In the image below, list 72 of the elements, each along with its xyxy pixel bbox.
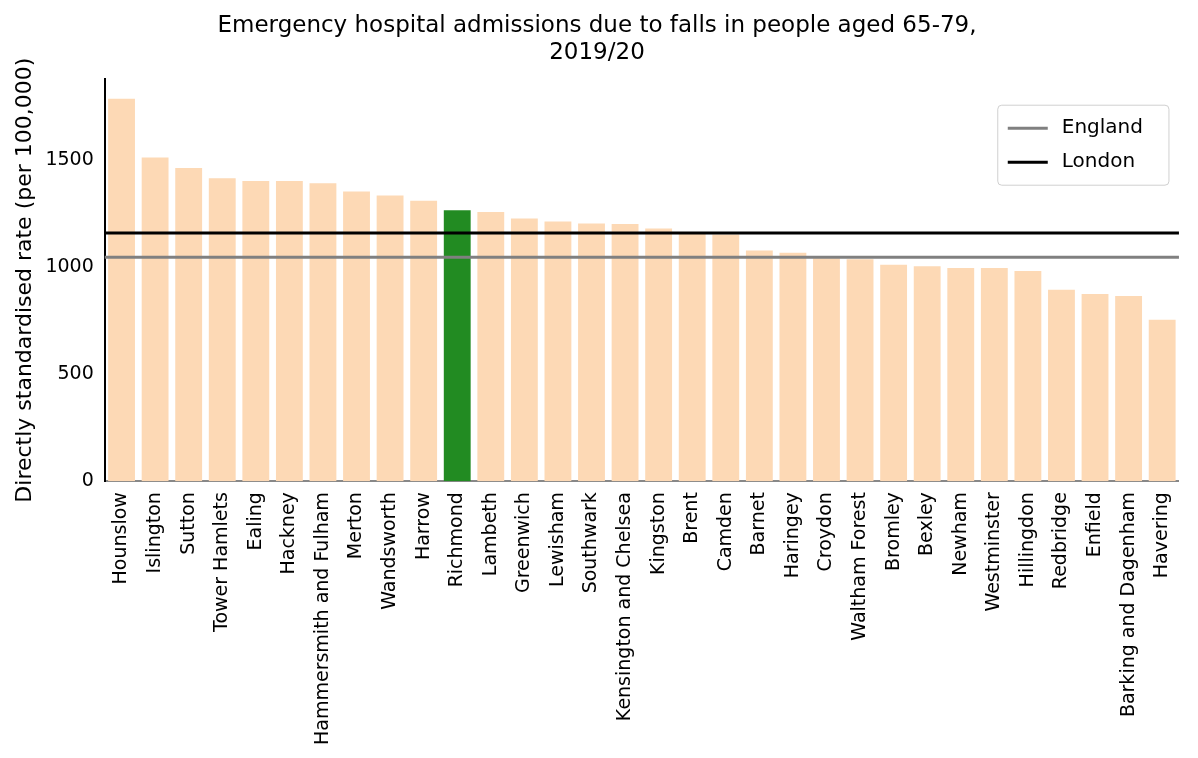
x-tick-label: Richmond	[444, 492, 467, 588]
chart-title: Emergency hospital admissions due to falls in people aged 65-79, 2019/20	[217, 10, 977, 65]
x-tick-label: Wandsworth	[377, 492, 400, 610]
x-tick-label: Southwark	[578, 492, 601, 594]
x-tick-label: Tower Hamlets	[209, 492, 232, 633]
bar	[813, 258, 840, 482]
bar	[1148, 319, 1176, 482]
x-tick-label: Bromley	[880, 492, 903, 571]
x-tick-label: Ealing	[242, 492, 265, 551]
x-tick-label: Hammersmith and Fulham	[309, 492, 332, 746]
bar	[1014, 271, 1042, 482]
y-tick-label: 500	[57, 360, 94, 383]
bar	[611, 223, 639, 482]
bar	[678, 233, 706, 482]
x-tick-label: Lambeth	[477, 492, 500, 577]
x-tick-label: Redbridge	[1048, 492, 1071, 590]
y-tick-label: 1500	[45, 146, 94, 169]
bar	[947, 268, 975, 482]
bar	[880, 264, 908, 482]
bar	[1048, 289, 1075, 482]
legend-label: London	[1061, 148, 1136, 173]
bar	[208, 178, 236, 482]
bar	[410, 200, 438, 482]
bar	[175, 167, 203, 482]
x-tick-label: Enfield	[1081, 492, 1104, 558]
bar	[745, 250, 773, 482]
x-tick-label: Bexley	[914, 492, 937, 557]
bar	[275, 181, 303, 482]
bar	[108, 98, 135, 482]
bar	[779, 252, 807, 482]
bar	[980, 268, 1008, 482]
x-tick-label: Merton	[343, 492, 366, 560]
x-tick-label: Greenwich	[511, 492, 534, 594]
x-tick-label: Newham	[947, 492, 970, 576]
bar	[846, 259, 874, 482]
y-tick-label: 0	[81, 468, 94, 491]
y-tick-label: 1000	[45, 253, 94, 276]
x-tick-label: Haringey	[779, 492, 802, 579]
bar	[712, 234, 740, 482]
bar	[141, 157, 169, 482]
x-tick-label: Barnet	[746, 492, 769, 556]
bar	[913, 266, 941, 482]
x-tick-label: Barking and Dagenham	[1115, 492, 1138, 718]
bar	[477, 211, 505, 482]
bar	[544, 221, 572, 482]
legend-label: England	[1061, 114, 1143, 139]
bar	[1081, 294, 1109, 482]
x-tick-label: Havering	[1149, 492, 1172, 579]
bar	[443, 210, 471, 482]
x-tick-label: Brent	[679, 492, 702, 544]
x-tick-label: Kingston	[645, 492, 668, 576]
x-tick-label: Croydon	[813, 492, 836, 572]
x-tick-label: Westminster	[981, 491, 1004, 612]
x-tick-label: Kensington and Chelsea	[612, 492, 635, 722]
x-tick-label: Hillingdon	[1014, 492, 1037, 588]
bar	[242, 181, 270, 482]
y-axis-title: Directly standardised rate (per 100,000)	[10, 57, 36, 503]
x-tick-label: Hackney	[276, 492, 299, 575]
bar	[376, 195, 404, 482]
x-tick-label: Waltham Forest	[846, 492, 869, 641]
bar	[578, 223, 605, 482]
x-tick-label: Lewisham	[544, 492, 567, 588]
x-tick-label: Harrow	[410, 492, 433, 561]
x-tick-label: Camden	[712, 492, 735, 572]
bar	[510, 218, 538, 482]
bar	[1115, 295, 1143, 482]
x-tick-label: Hounslow	[108, 492, 131, 585]
bar	[645, 228, 673, 482]
x-tick-label: Islington	[142, 492, 165, 574]
bar	[343, 191, 370, 482]
x-tick-label: Sutton	[175, 492, 198, 555]
bar	[309, 183, 337, 482]
